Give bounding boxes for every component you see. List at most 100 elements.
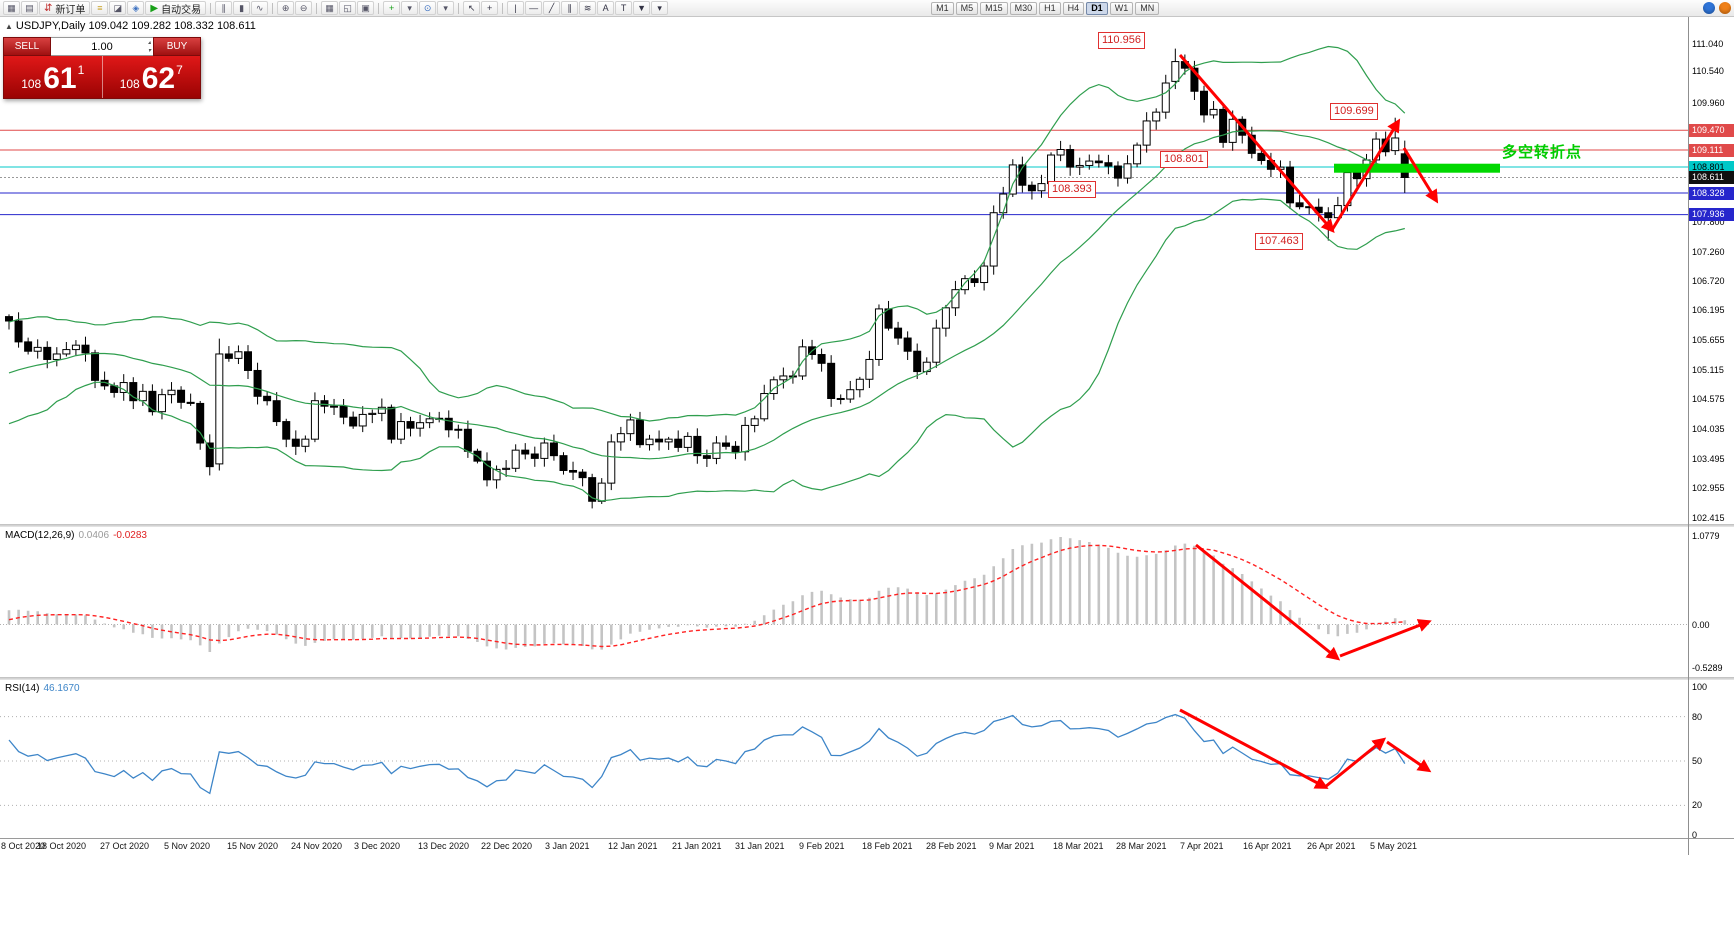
sell-price-small: 108 [21,77,42,91]
notifications-icon[interactable] [1719,2,1731,14]
price-axis-label: 105.115 [1692,364,1724,375]
trendline-icon[interactable]: ╱ [543,1,561,15]
channel-icon[interactable]: ∥ [561,1,579,15]
price-axis-label: 103.495 [1692,453,1725,464]
navigator-icon[interactable]: ◈ [127,1,145,15]
sell-price-big: 61 [43,61,77,95]
text-label-icon[interactable]: T [615,1,633,15]
timeframe-h4[interactable]: H4 [1062,1,1085,15]
time-axis-label: 22 Dec 2020 [481,841,533,851]
timeframe-m1[interactable]: M1 [931,1,954,15]
buy-price[interactable]: 108 62 7 [103,56,201,98]
indicators-dropdown-icon[interactable]: ▾ [401,1,419,15]
time-axis-label: 21 Jan 2021 [672,841,722,851]
chart-title: ▲ USDJPY,Daily 109.042 109.282 108.332 10… [5,20,256,32]
price-axis-label: 110.540 [1692,66,1724,77]
buy-button[interactable]: BUY [153,37,201,56]
macd-panel-canvas[interactable] [0,527,1688,677]
price-annotation[interactable]: 108.801 [1160,151,1208,168]
rsi-panel-canvas[interactable] [0,680,1688,838]
rsi-axis-label: 100 [1692,682,1708,692]
timeframe-mn[interactable]: MN [1135,1,1160,15]
panel-separator[interactable] [0,524,1734,527]
text-icon[interactable]: A [597,1,615,15]
price-axis-label: 109.960 [1692,98,1725,109]
toolbar-separator [272,2,274,14]
volume-input[interactable]: 1.00 ▴ ▾ [51,37,153,56]
price-line-marker: 108.801 [1689,160,1734,174]
sell-button[interactable]: SELL [3,37,51,56]
price-annotation[interactable]: 110.956 [1098,32,1145,49]
data-window-icon[interactable]: ◪ [109,1,127,15]
profiles-icon[interactable]: ▤ [21,1,38,15]
time-axis-label: 26 Apr 2021 [1307,841,1356,851]
price-line-marker: 107.936 [1689,208,1734,222]
line-chart-icon[interactable]: ∿ [251,1,269,15]
main-chart-canvas[interactable] [0,17,1688,524]
rsi-axis-label: 50 [1692,756,1703,766]
zoom-out-icon[interactable]: ⊖ [295,1,313,15]
time-axis-label: 31 Jan 2021 [735,841,785,851]
buy-price-big: 62 [141,61,176,95]
buy-price-small: 108 [119,77,140,91]
toolbar-separator [378,2,380,14]
price-axis-divider[interactable] [1688,17,1689,855]
volume-spinner[interactable]: ▴ ▾ [148,39,151,55]
time-axis-label: 3 Jan 2021 [545,841,590,851]
tile-windows-icon[interactable]: ▦ [321,1,339,15]
price-axis-label: 106.720 [1692,276,1725,287]
rsi-value: 46.1670 [43,683,80,694]
auto-trading-button[interactable]: ▶ 自动交易 [145,1,207,16]
toolbar-separator [210,2,212,14]
periods-icon[interactable]: ⊙ [419,1,437,15]
templates-dropdown-icon[interactable]: ▾ [437,1,455,15]
bar-chart-icon[interactable]: ∥ [215,1,233,15]
cascade-windows-icon[interactable]: ◱ [339,1,357,15]
macd-main-value: 0.0406 [78,530,110,541]
horizontal-line-icon[interactable]: — [525,1,543,15]
timeframe-m30[interactable]: M30 [1009,1,1038,15]
community-icon[interactable] [1703,2,1715,14]
timeframe-w1[interactable]: W1 [1109,1,1134,15]
spinner-up-icon[interactable]: ▴ [147,40,151,46]
zoom-in-icon[interactable]: ⊕ [277,1,295,15]
price-annotation[interactable]: 109.699 [1330,103,1378,120]
macd-label: MACD(12,26,9) 0.0406 -0.0283 [5,530,147,541]
timeframe-m5[interactable]: M5 [955,1,979,15]
rsi-axis-label: 0 [1692,830,1698,840]
indicators-icon[interactable]: + [383,1,401,15]
price-annotation[interactable]: 107.463 [1255,233,1303,250]
timeframe-h1[interactable]: H1 [1039,1,1061,15]
time-axis-label: 9 Mar 2021 [989,841,1035,851]
shapes-icon[interactable]: ▼ [633,1,651,15]
new-order-button[interactable]: ⇵ 新订单 [39,1,91,16]
new-chart-icon[interactable]: ▦ [3,1,20,15]
vertical-line-icon[interactable]: | [507,1,525,15]
price-axis-label: 107.800 [1692,217,1725,228]
toolbar-separator [458,2,460,14]
time-axis-label: 7 Apr 2021 [1180,841,1224,851]
arrange-windows-icon[interactable]: ▣ [357,1,375,15]
panel-separator[interactable] [0,677,1734,680]
price-axis-label: 111.040 [1692,39,1724,49]
turning-point-note[interactable]: 多空转折点 [1502,144,1583,161]
price-annotation[interactable]: 108.393 [1048,181,1096,198]
toolbar: ▦ ▤ ⇵ 新订单 ≡ ◪ ◈ ▶ 自动交易 ∥ ▮ ∿ ⊕ ⊖ ▦ ◱ ▣ + ▾ ⊙ ▾ ↖ + | — ╱ ∥ ≋ A T ▼ ▾ M1 M… [0,0,1734,17]
time-axis-label: 8 Oct 2020 [1,841,46,851]
macd-name: MACD(12,26,9) [5,530,75,541]
timeframe-d1[interactable]: D1 [1086,1,1108,15]
more-tools-icon[interactable]: ▾ [651,1,669,15]
crosshair-icon[interactable]: + [481,1,499,15]
cursor-icon[interactable]: ↖ [463,1,481,15]
fibonacci-icon[interactable]: ≋ [579,1,597,15]
candlestick-chart-icon[interactable]: ▮ [233,1,251,15]
sell-price[interactable]: 108 61 1 [4,56,102,98]
spinner-down-icon[interactable]: ▾ [147,48,151,54]
window-collapse-icon[interactable]: ▲ [5,22,13,31]
price-axis-label: 106.195 [1692,305,1725,316]
macd-axis-label: 1.0779 [1692,531,1720,541]
market-watch-icon[interactable]: ≡ [91,1,109,15]
price-line-marker: 109.470 [1689,123,1734,137]
timeframe-m15[interactable]: M15 [980,1,1008,15]
